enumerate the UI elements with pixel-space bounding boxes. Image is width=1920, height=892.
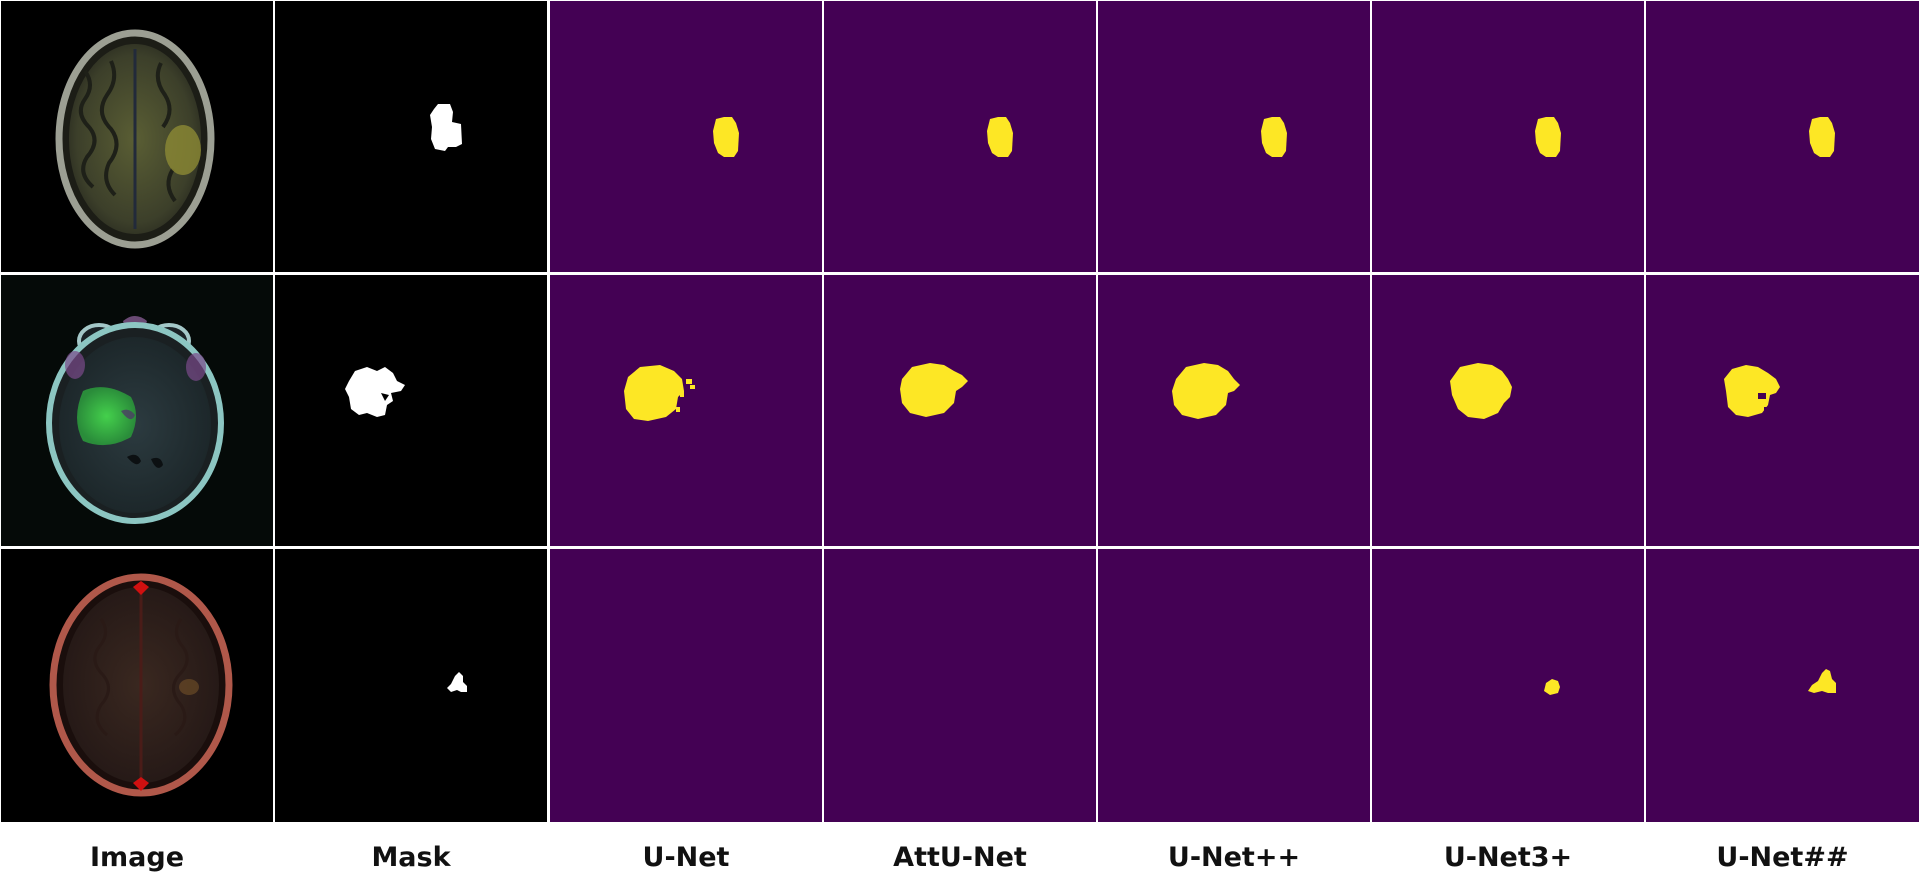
row1-pred-unetsharp [1646, 1, 1919, 272]
row2-pred-unetpp [1098, 275, 1370, 546]
row3-mri-image [1, 549, 273, 822]
column-label-unetpp: U-Net++ [1167, 842, 1301, 873]
row2-pred-unet3plus [1372, 275, 1644, 546]
row1-pred-unetpp [1098, 1, 1370, 272]
column-label-unet: U-Net [642, 842, 730, 873]
row3-pred-attunet [824, 549, 1096, 822]
column-label-unet3plus: U-Net3+ [1443, 842, 1573, 873]
row3-ground-truth-mask [275, 549, 547, 822]
row1-pred-unet3plus [1372, 1, 1644, 272]
column-label-mask: Mask [371, 842, 451, 873]
row3-pred-unetpp [1098, 549, 1370, 822]
row3-pred-unet [550, 549, 822, 822]
segmentation-comparison-grid [1, 1, 1919, 822]
row1-pred-unet [550, 1, 822, 272]
row3-pred-unetsharp [1646, 549, 1919, 822]
row2-pred-unet [550, 275, 822, 546]
row2-mri-image [1, 275, 273, 546]
row2-pred-attunet [824, 275, 1096, 546]
row1-mri-image [1, 1, 273, 272]
row1-pred-attunet [824, 1, 1096, 272]
row2-pred-unetsharp [1646, 275, 1919, 546]
row1-ground-truth-mask [275, 1, 547, 272]
column-label-unetsharp: U-Net## [1716, 842, 1849, 873]
column-label-image: Image [89, 842, 185, 873]
row3-pred-unet3plus [1372, 549, 1644, 822]
column-label-attunet: AttU-Net [893, 842, 1027, 873]
row2-ground-truth-mask [275, 275, 547, 546]
